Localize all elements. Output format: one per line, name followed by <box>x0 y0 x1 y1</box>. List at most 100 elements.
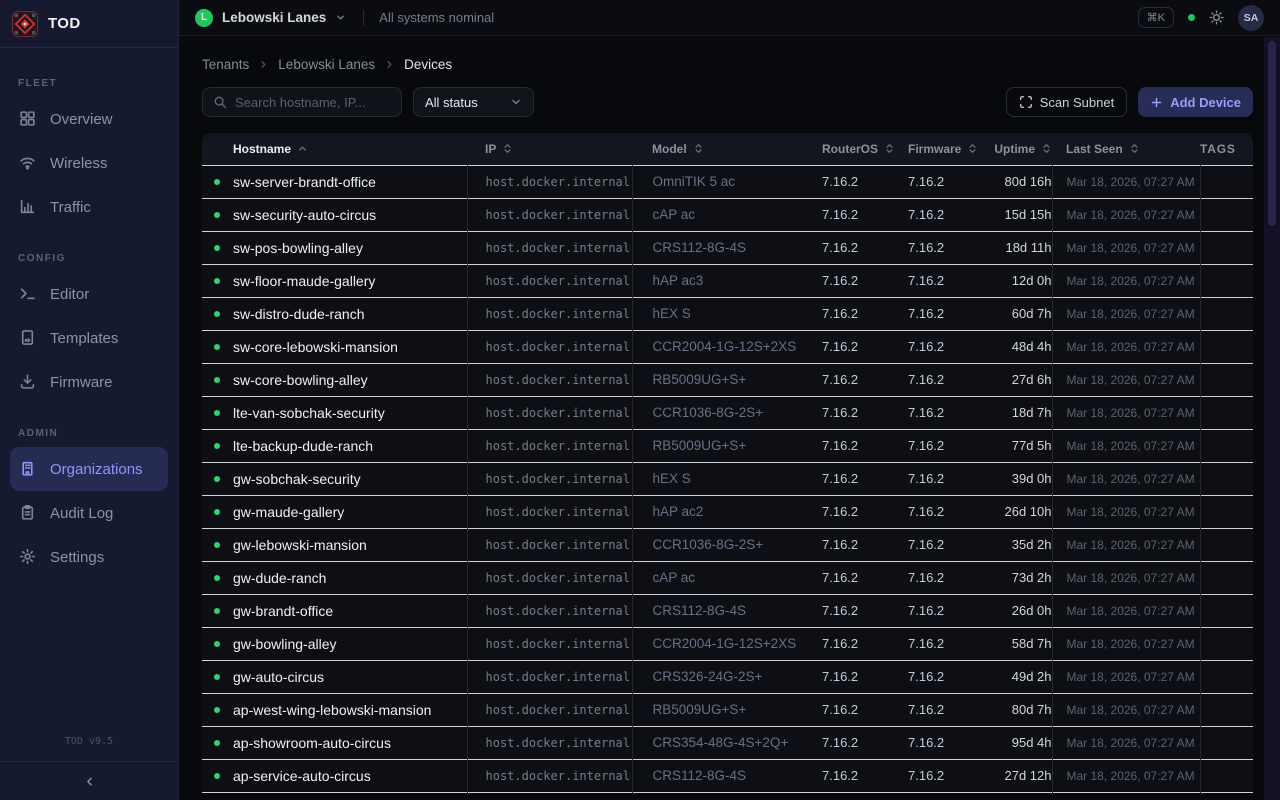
table-row[interactable]: sw-floor-maude-gallery host.docker.intern… <box>202 264 1253 297</box>
device-hostname: ap-service-auto-circus <box>233 767 371 784</box>
tenant-switcher[interactable]: L Lebowski Lanes <box>195 8 346 27</box>
column-header-ip[interactable]: IP <box>467 133 632 165</box>
device-firmware: 7.16.2 <box>908 174 945 189</box>
device-tags <box>1200 528 1253 561</box>
column-header-last-seen[interactable]: Last Seen <box>1052 133 1200 165</box>
sidebar-item-firmware[interactable]: Firmware <box>10 360 168 404</box>
status-filter-select[interactable]: All status <box>413 87 534 117</box>
device-routeros: 7.16.2 <box>822 207 859 222</box>
status-online-dot <box>214 607 220 614</box>
device-model: RB5009UG+S+ <box>652 372 747 387</box>
device-ip: host.docker.internal <box>467 594 633 627</box>
column-header-hostname[interactable]: Hostname <box>202 133 467 165</box>
device-last-seen: Mar 18, 2026, 07:27 AM <box>1052 759 1201 792</box>
status-online-dot <box>214 706 220 713</box>
table-row[interactable]: gw-lebowski-mansion host.docker.internal C… <box>202 528 1253 561</box>
device-uptime: 18d 11h <box>978 231 1053 264</box>
table-row[interactable]: gw-brandt-office host.docker.internal CRS1… <box>202 594 1253 627</box>
add-device-button[interactable]: Add Device <box>1138 87 1253 117</box>
column-header-firmware[interactable]: Firmware <box>894 133 978 165</box>
table-row[interactable]: gw-dude-ranch host.docker.internal cAP ac 7… <box>202 561 1253 594</box>
device-firmware: 7.16.2 <box>908 702 945 717</box>
device-routeros: 7.16.2 <box>822 504 859 519</box>
sidebar-nav: FLEET Overview Wireless Traffic CONFIG Editor… <box>0 48 178 800</box>
table-row[interactable]: sw-server-brandt-office host.docker.inter… <box>202 165 1253 198</box>
sidebar-item-settings[interactable]: Settings <box>10 535 168 579</box>
device-tags <box>1200 561 1253 594</box>
device-last-seen: Mar 18, 2026, 07:27 AM <box>1052 462 1201 495</box>
device-ip: host.docker.internal <box>467 627 633 660</box>
device-hostname: gw-auto-circus <box>233 668 325 685</box>
device-routeros: 7.16.2 <box>822 405 859 420</box>
device-tags <box>1200 231 1253 264</box>
breadcrumb-item-tenants[interactable]: Tenants <box>202 57 250 72</box>
table-row[interactable]: gw-sobchak-security host.docker.internal h… <box>202 462 1253 495</box>
device-model: hAP ac3 <box>652 273 704 288</box>
device-uptime: 48d 4h <box>978 330 1053 363</box>
scrollbar-thumb[interactable] <box>1268 41 1276 226</box>
column-header-uptime[interactable]: Uptime <box>978 133 1052 165</box>
sidebar-item-organizations[interactable]: Organizations <box>10 447 168 491</box>
sidebar-item-traffic[interactable]: Traffic <box>10 185 168 229</box>
table-row[interactable]: sw-core-bowling-alley host.docker.interna… <box>202 363 1253 396</box>
table-row[interactable]: lte-van-sobchak-security host.docker.inte… <box>202 396 1253 429</box>
status-online-dot <box>214 541 220 548</box>
topbar-divider <box>363 9 365 26</box>
device-uptime: 12d 0h <box>978 264 1053 297</box>
sidebar-item-editor[interactable]: Editor <box>10 272 168 316</box>
table-row[interactable]: gw-bowling-alley host.docker.internal CCR2… <box>202 627 1253 660</box>
table-row[interactable]: ap-west-wing-lebowski-mansion host.docker… <box>202 693 1253 726</box>
table-row[interactable]: sw-core-lebowski-mansion host.docker.inte… <box>202 330 1253 363</box>
device-routeros: 7.16.2 <box>822 570 859 585</box>
sidebar-item-overview[interactable]: Overview <box>10 97 168 141</box>
table-row[interactable]: sw-distro-dude-ranch host.docker.internal… <box>202 297 1253 330</box>
tenant-name: Lebowski Lanes <box>222 10 327 25</box>
sort-icon <box>967 142 978 155</box>
device-hostname: sw-server-brandt-office <box>233 173 376 190</box>
sort-asc-icon <box>297 143 308 154</box>
grid-icon <box>19 110 37 128</box>
breadcrumb-item-lebowski-lanes[interactable]: Lebowski Lanes <box>278 57 376 72</box>
device-model: CCR1036-8G-2S+ <box>652 537 764 552</box>
status-online-dot <box>214 310 220 317</box>
device-hostname: sw-security-auto-circus <box>233 206 377 223</box>
sidebar-item-audit-log[interactable]: Audit Log <box>10 491 168 535</box>
device-tags <box>1200 660 1253 693</box>
device-firmware: 7.16.2 <box>908 273 945 288</box>
device-routeros: 7.16.2 <box>822 471 859 486</box>
user-avatar[interactable]: SA <box>1238 4 1264 31</box>
column-header-model[interactable]: Model <box>632 133 808 165</box>
scan-subnet-button[interactable]: Scan Subnet <box>1005 87 1128 117</box>
table-row[interactable]: ap-showroom-auto-circus host.docker.inter… <box>202 726 1253 759</box>
status-online-dot <box>214 211 220 218</box>
sidebar-item-wireless[interactable]: Wireless <box>10 141 168 185</box>
table-row[interactable]: gw-maude-gallery host.docker.internal hAP … <box>202 495 1253 528</box>
device-uptime: 49d 2h <box>978 660 1053 693</box>
device-tags <box>1200 330 1253 363</box>
device-firmware: 7.16.2 <box>908 636 945 651</box>
column-header-routeros[interactable]: RouterOS <box>808 133 894 165</box>
table-row[interactable]: sw-security-auto-circus host.docker.inter… <box>202 198 1253 231</box>
theme-toggle-sun-icon[interactable] <box>1209 10 1224 25</box>
scan-subnet-label: Scan Subnet <box>1039 94 1115 110</box>
device-ip: host.docker.internal <box>467 693 633 726</box>
table-row[interactable]: gw-auto-circus host.docker.internal CRS326… <box>202 660 1253 693</box>
table-row[interactable]: lte-backup-dude-ranch host.docker.interna… <box>202 429 1253 462</box>
scrollbar[interactable] <box>1264 37 1280 800</box>
device-model: CRS326-24G-2S+ <box>652 669 763 684</box>
device-last-seen: Mar 18, 2026, 07:27 AM <box>1052 693 1201 726</box>
device-last-seen: Mar 18, 2026, 07:27 AM <box>1052 594 1201 627</box>
app-logo-icon <box>12 10 38 37</box>
collapse-sidebar-button[interactable] <box>0 761 178 800</box>
device-hostname: sw-core-bowling-alley <box>233 371 368 388</box>
column-label: RouterOS <box>822 141 879 156</box>
command-palette-shortcut[interactable]: ⌘K <box>1137 7 1174 28</box>
search-input[interactable] <box>235 94 391 110</box>
search-box[interactable] <box>202 87 402 117</box>
device-uptime: 27d 6h <box>978 363 1053 396</box>
table-row[interactable]: ap-service-auto-circus host.docker.intern… <box>202 759 1253 792</box>
sidebar-item-templates[interactable]: Templates <box>10 316 168 360</box>
system-status-text: All systems nominal <box>379 10 495 25</box>
device-uptime: 77d 5h <box>978 429 1053 462</box>
table-row[interactable]: sw-pos-bowling-alley host.docker.internal… <box>202 231 1253 264</box>
